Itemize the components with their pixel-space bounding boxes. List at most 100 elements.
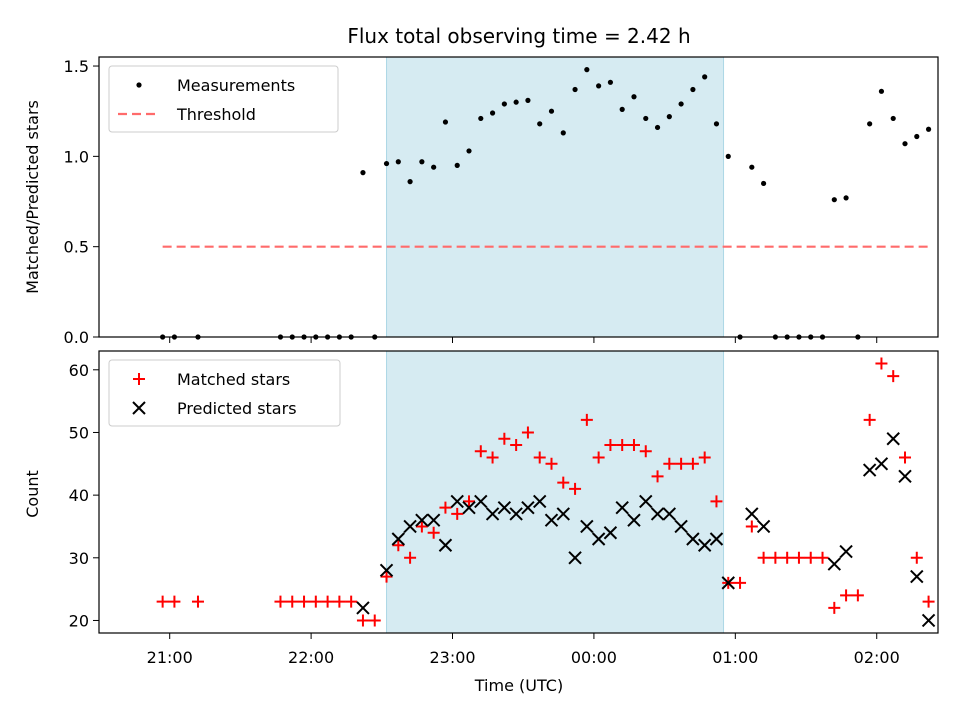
axes-frame — [98, 350, 939, 634]
matched-star-point — [156, 595, 169, 608]
legend-measurement-swatch — [136, 82, 142, 88]
matched-star-point — [616, 439, 629, 451]
predicted-star-point — [709, 532, 724, 546]
legend-label: Matched stars — [177, 370, 290, 389]
matched-star-point — [863, 413, 876, 426]
predicted-star-point — [591, 532, 606, 546]
predicted-star-point — [556, 507, 570, 521]
matched-star-point — [168, 595, 181, 608]
measurement-point — [713, 121, 720, 127]
matched-star-point — [333, 595, 346, 608]
matched-star-point — [686, 457, 699, 470]
legend-matched-swatch — [133, 373, 145, 385]
measurement-point — [678, 101, 684, 107]
matched-star-point — [804, 551, 817, 564]
predicted-star-point — [745, 507, 759, 521]
measurement-point — [725, 153, 731, 159]
measurement-point — [431, 164, 437, 170]
legend-predicted-swatch — [132, 401, 146, 415]
matched-star-point — [651, 470, 664, 483]
matched-star-point — [321, 595, 334, 608]
measurement-point — [843, 195, 849, 201]
matched-star-point — [451, 507, 464, 520]
x-tick-label: 23:00 — [429, 648, 475, 667]
measurement-point — [831, 197, 837, 203]
measurement-point — [596, 83, 602, 89]
predicted-star-point — [403, 519, 417, 534]
measurement-point — [584, 67, 590, 73]
matched-star-point — [510, 439, 523, 451]
predicted-star-point — [721, 576, 735, 590]
predicted-star-point — [438, 538, 453, 552]
matched-star-point — [899, 451, 912, 464]
matched-star-point — [309, 595, 322, 608]
predicted-star-point — [450, 494, 464, 509]
x-axis-title: Time (UTC) — [474, 676, 563, 695]
predicted-star-point — [827, 557, 842, 571]
matched-star-point — [404, 551, 417, 564]
plot-layer: 0.0 0.5 1.0 1.5 Measurements Threshold 20 30 40 5… — [64, 56, 939, 667]
predicted-star-point — [580, 519, 594, 534]
measurement-point — [419, 159, 425, 165]
measurement-point — [643, 115, 649, 122]
bottom-y-axis-title: Count — [23, 470, 42, 518]
matched-star-point — [463, 495, 476, 508]
measurement-point — [761, 180, 767, 187]
predicted-star-point — [898, 469, 912, 484]
matched-star-point — [474, 445, 487, 458]
predicted-star-point — [356, 601, 370, 615]
x-tick-label: 00:00 — [571, 648, 617, 667]
y-tick-label: 20 — [69, 611, 89, 630]
measurement-point — [702, 74, 708, 80]
predicted-star-point — [379, 563, 394, 578]
y-tick-label: 60 — [69, 361, 89, 380]
predicted-star-point — [862, 463, 877, 477]
measurement-point — [902, 141, 908, 147]
measurement-point — [513, 99, 519, 105]
measurement-point — [925, 126, 932, 132]
matched-star-point — [521, 426, 534, 439]
x-tick-label: 21:00 — [147, 648, 193, 667]
measurement-point — [619, 106, 625, 112]
measurement-point — [749, 164, 755, 170]
predicted-star-point — [521, 500, 535, 515]
predicted-star-point — [639, 494, 653, 509]
measurement-point — [489, 110, 496, 116]
matched-star-point — [604, 439, 617, 451]
matched-star-point — [828, 601, 841, 614]
matched-star-point — [486, 451, 499, 464]
matched-star-point — [415, 520, 428, 533]
matched-star-point — [745, 520, 758, 533]
measurement-point — [572, 86, 578, 93]
matched-star-point — [734, 576, 747, 589]
predicted-star-point — [686, 532, 700, 546]
matched-star-point — [545, 457, 558, 470]
matched-star-point — [698, 451, 711, 464]
top-y-axis-title: Matched/Predicted stars — [23, 100, 42, 294]
predicted-star-point — [544, 513, 559, 527]
matched-star-point — [380, 570, 393, 583]
matched-star-point — [757, 551, 770, 564]
matched-star-point — [580, 413, 593, 426]
predicted-star-point — [509, 507, 523, 521]
predicted-star-point — [533, 494, 547, 509]
measurement-point — [890, 115, 896, 122]
matched-star-point — [557, 476, 570, 489]
matched-star-point — [498, 432, 511, 445]
predicted-star-point — [568, 551, 582, 565]
measurement-point — [407, 179, 413, 185]
observing-window-band — [386, 57, 724, 337]
predicted-star-point — [485, 507, 500, 521]
predicted-star-point — [627, 513, 641, 527]
x-tick-label: 01:00 — [712, 648, 758, 667]
matched-star-point — [592, 451, 605, 464]
matched-star-point — [392, 539, 405, 552]
y-tick-label: 30 — [69, 549, 89, 568]
measurement-point — [442, 119, 449, 125]
matched-star-point — [816, 551, 829, 564]
legend-box — [108, 359, 341, 427]
measurement-point — [914, 133, 920, 140]
matched-star-point — [569, 482, 582, 495]
legend-label: Threshold — [176, 105, 256, 124]
